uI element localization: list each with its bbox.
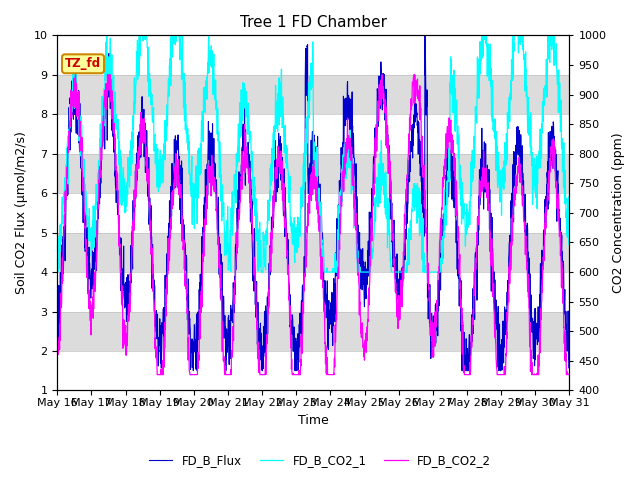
Bar — [57, 233, 570, 272]
Line: FD_B_CO2_1: FD_B_CO2_1 — [57, 36, 570, 272]
Line: FD_B_Flux: FD_B_Flux — [57, 36, 570, 371]
X-axis label: Time: Time — [298, 414, 329, 427]
Text: TZ_fd: TZ_fd — [65, 57, 101, 70]
Bar — [57, 154, 570, 193]
Bar — [57, 75, 570, 114]
Legend: FD_B_Flux, FD_B_CO2_1, FD_B_CO2_2: FD_B_Flux, FD_B_CO2_1, FD_B_CO2_2 — [144, 449, 496, 472]
Y-axis label: CO2 Concentration (ppm): CO2 Concentration (ppm) — [612, 132, 625, 293]
Y-axis label: Soil CO2 Flux (μmol/m2/s): Soil CO2 Flux (μmol/m2/s) — [15, 132, 28, 294]
Line: FD_B_CO2_2: FD_B_CO2_2 — [57, 75, 570, 374]
Title: Tree 1 FD Chamber: Tree 1 FD Chamber — [240, 15, 387, 30]
Bar — [57, 312, 570, 351]
